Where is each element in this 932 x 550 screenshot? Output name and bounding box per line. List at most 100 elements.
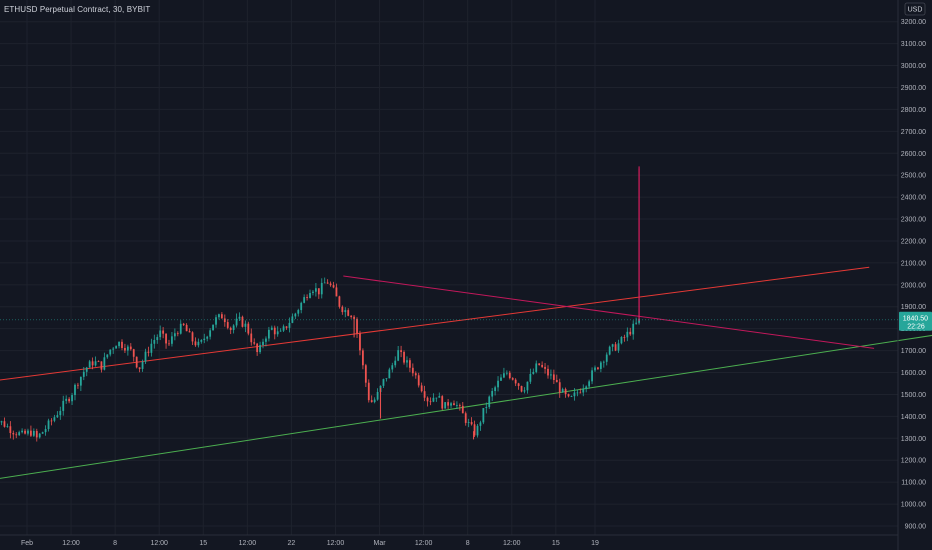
x-tick-label: 15	[552, 540, 560, 547]
candle-body	[614, 344, 617, 351]
candle-body	[400, 350, 402, 352]
candle-body	[62, 400, 65, 411]
candle-body	[197, 341, 200, 346]
candle-body	[79, 376, 82, 386]
candle-body	[485, 407, 488, 409]
candle-body	[53, 417, 56, 421]
candle-body	[115, 346, 118, 349]
candle-body	[411, 367, 414, 374]
candle-body	[50, 420, 53, 422]
candle-body	[632, 323, 635, 335]
candle-body	[229, 327, 232, 331]
candle-body	[567, 394, 570, 397]
candle-body	[94, 361, 97, 366]
candle-body	[126, 346, 129, 351]
candle-body	[552, 374, 555, 381]
candle-body	[608, 346, 611, 355]
last-price-box	[899, 311, 932, 331]
candle-body	[394, 360, 397, 366]
x-tick-label: 12:00	[239, 540, 257, 547]
candle-body	[359, 333, 361, 351]
candle-body	[488, 396, 491, 408]
candle-body	[56, 415, 59, 418]
y-tick-label: 3200.00	[901, 19, 926, 26]
candle-body	[59, 410, 62, 416]
candle-body	[35, 430, 38, 438]
candle-body	[68, 398, 71, 402]
candle-body	[27, 430, 29, 434]
candle-body	[185, 324, 188, 332]
x-tick-label: Feb	[21, 540, 33, 547]
candle-body	[165, 333, 167, 344]
candle-body	[285, 326, 288, 328]
trendline-pink[interactable]	[343, 275, 875, 349]
candle-body	[220, 314, 223, 319]
candle-body	[508, 372, 511, 379]
candle-body	[594, 367, 596, 371]
y-tick-label: 1000.00	[901, 502, 926, 509]
candle-body	[403, 351, 405, 363]
candle-body	[388, 369, 391, 379]
x-tick-label: Mar	[374, 540, 387, 547]
candle-body	[406, 360, 408, 363]
candle-body	[168, 343, 170, 345]
currency-box[interactable]	[904, 2, 926, 16]
trendline-green[interactable]	[0, 333, 932, 480]
candle-body	[482, 408, 485, 423]
candle-body	[24, 430, 26, 434]
x-tick-label: 12:00	[150, 540, 168, 547]
y-tick-label: 1400.00	[901, 414, 926, 421]
candle-body	[320, 282, 323, 295]
candle-body	[297, 310, 300, 314]
candle-body	[209, 330, 212, 337]
candle-body	[323, 282, 326, 284]
time-axis[interactable]: Feb 12:00 8 12:00 15 12:00 22 12:00 Mar 12:00 8 12:…	[0, 534, 898, 547]
candle-body	[188, 331, 191, 333]
candle-body	[3, 421, 6, 427]
candle-body	[15, 434, 18, 436]
candle-body	[235, 318, 238, 326]
candle-body	[344, 310, 347, 313]
y-tick-label: 2400.00	[901, 195, 926, 202]
candle-body	[382, 379, 385, 386]
candle-body	[332, 285, 335, 288]
candle-body	[215, 317, 217, 325]
last-price-value: 1840.50	[903, 315, 928, 322]
candle-body	[414, 373, 417, 376]
candle-body	[82, 371, 85, 377]
candle-body	[541, 364, 544, 367]
candle-body	[173, 333, 176, 337]
x-tick-label: 8	[466, 540, 470, 547]
candle-body	[597, 367, 599, 369]
candle-body	[520, 385, 523, 392]
candle-body	[276, 331, 279, 335]
candle-body	[467, 422, 470, 423]
candle-body	[611, 344, 614, 347]
y-tick-label: 2200.00	[901, 238, 926, 245]
candle-body	[635, 322, 638, 324]
candle-body	[270, 327, 273, 330]
candle-body	[364, 365, 367, 383]
candle-body	[226, 322, 229, 328]
candle-body	[150, 343, 153, 353]
y-tick-label: 1300.00	[901, 436, 926, 443]
trendlines[interactable]	[0, 166, 932, 480]
candle-body	[373, 399, 376, 403]
x-tick-label: 19	[591, 540, 599, 547]
candle-body	[491, 391, 494, 397]
candle-body	[223, 318, 226, 323]
price-axis[interactable]: 900.00 1000.00 1100.00 1200.00 1300.00 1400.0…	[897, 0, 926, 550]
candle-body	[561, 389, 564, 393]
candle-body	[182, 323, 185, 325]
candle-body	[153, 339, 156, 344]
currency-badge[interactable]: USD	[904, 2, 926, 16]
candle-body	[314, 288, 317, 292]
candle-body	[85, 367, 88, 372]
candle-body	[112, 348, 115, 350]
candle-body	[570, 396, 573, 397]
candle-body	[547, 368, 549, 376]
candle-body	[30, 430, 32, 436]
y-tick-label: 2900.00	[901, 85, 926, 92]
